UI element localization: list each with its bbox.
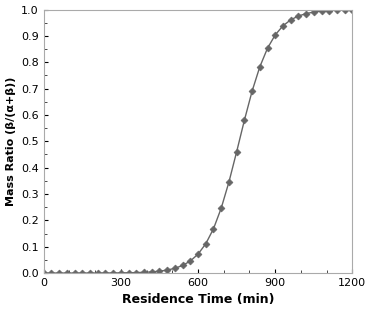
- Y-axis label: Mass Ratio (β/(α+β)): Mass Ratio (β/(α+β)): [6, 77, 16, 206]
- X-axis label: Residence Time (min): Residence Time (min): [122, 294, 274, 306]
